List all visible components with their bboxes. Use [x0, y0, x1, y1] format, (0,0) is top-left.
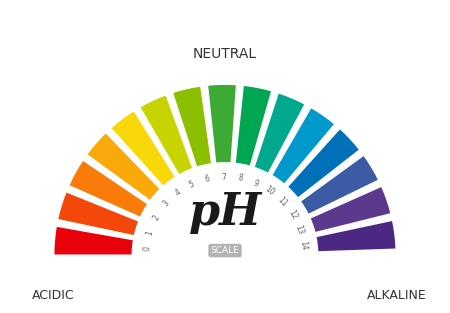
Text: 8: 8 [237, 173, 243, 183]
Wedge shape [287, 128, 360, 199]
Wedge shape [253, 92, 306, 174]
Wedge shape [172, 85, 212, 168]
Text: 6: 6 [204, 174, 211, 184]
Wedge shape [139, 94, 194, 176]
Text: 13: 13 [293, 224, 305, 236]
Text: 9: 9 [252, 178, 260, 188]
Text: pH: pH [189, 191, 261, 234]
Text: 4: 4 [173, 188, 182, 198]
Wedge shape [86, 132, 161, 201]
Wedge shape [300, 155, 379, 215]
Wedge shape [68, 160, 148, 218]
Text: ALKALINE: ALKALINE [367, 289, 427, 302]
Text: 1: 1 [145, 229, 155, 236]
Wedge shape [54, 226, 134, 255]
Text: 3: 3 [161, 199, 171, 209]
Wedge shape [234, 85, 272, 167]
Text: 5: 5 [188, 179, 196, 189]
Text: 11: 11 [276, 195, 289, 208]
Text: NEUTRAL: NEUTRAL [193, 47, 257, 61]
Text: 7: 7 [221, 172, 226, 182]
Text: SCALE: SCALE [211, 246, 239, 255]
Text: ACIDIC: ACIDIC [32, 289, 75, 302]
Text: 10: 10 [264, 185, 277, 198]
Text: 0: 0 [142, 246, 152, 251]
Wedge shape [315, 220, 396, 252]
Wedge shape [207, 84, 237, 164]
Wedge shape [310, 186, 392, 233]
Text: 14: 14 [298, 241, 308, 251]
Wedge shape [57, 191, 140, 236]
Wedge shape [271, 107, 335, 185]
Wedge shape [110, 110, 176, 187]
Text: 2: 2 [151, 213, 162, 222]
Text: 12: 12 [286, 209, 299, 221]
